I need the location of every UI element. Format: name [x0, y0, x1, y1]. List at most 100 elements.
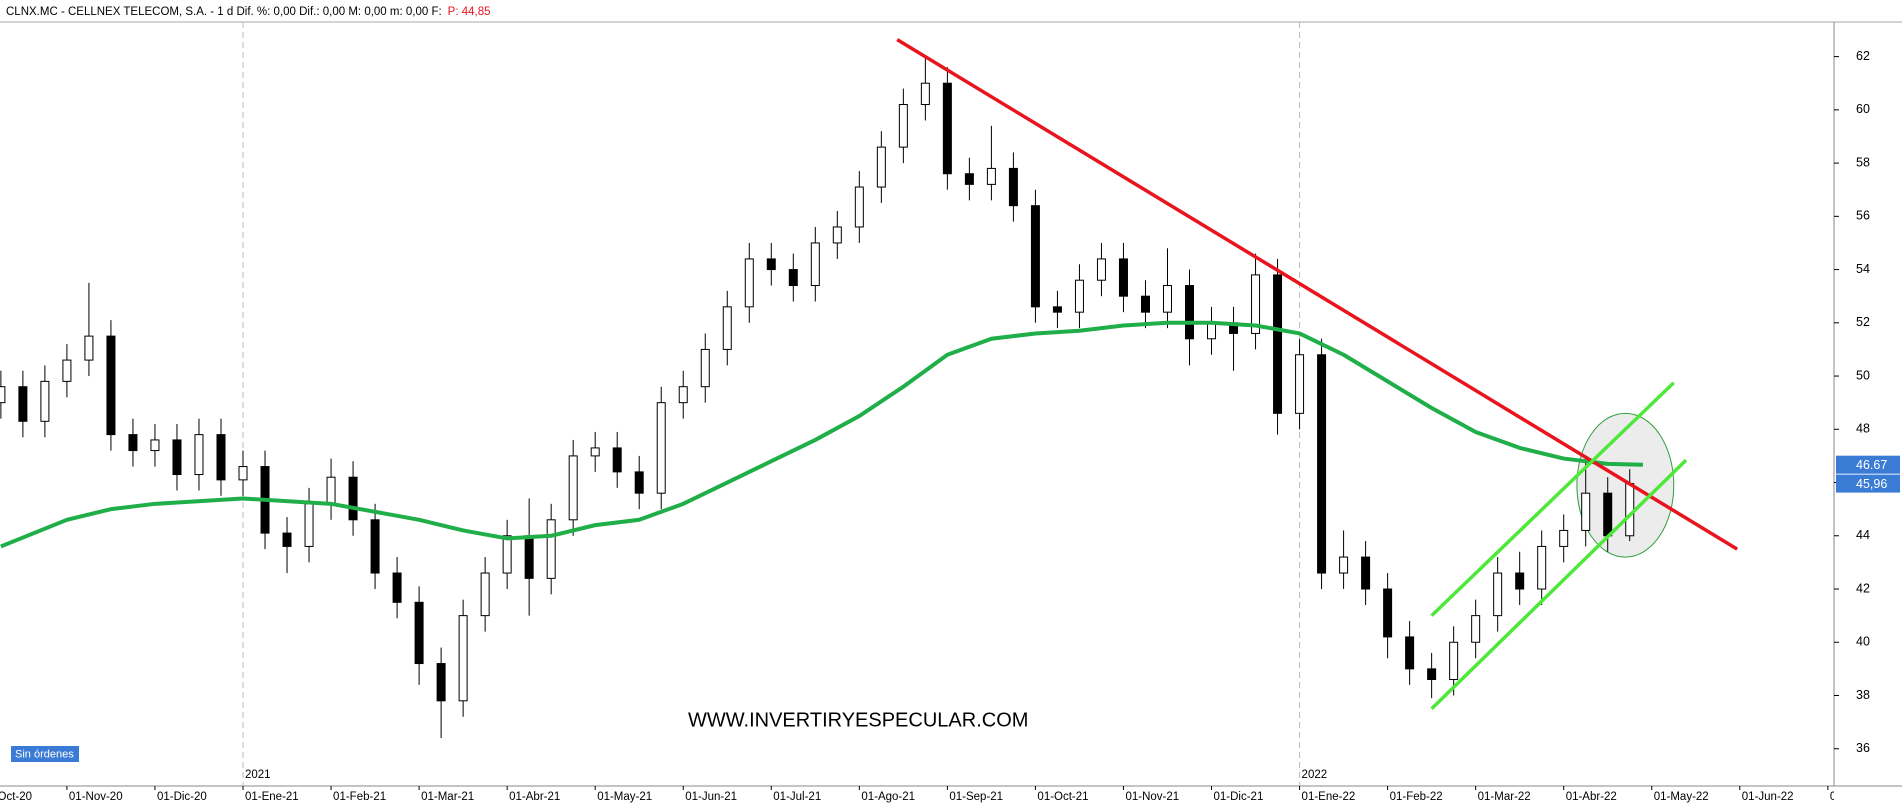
candle-body — [1515, 572, 1525, 590]
candle-body — [590, 447, 600, 457]
candle-body — [1449, 641, 1459, 681]
price-tag — [1836, 455, 1900, 474]
price-tag-label: 46.67 — [1856, 458, 1887, 472]
y-tick-label: 36 — [1856, 741, 1870, 755]
candle-body — [656, 402, 666, 494]
candle-body — [1427, 668, 1437, 681]
candle-body — [480, 572, 490, 617]
candle-body — [1295, 354, 1305, 414]
candle-body — [1383, 588, 1393, 638]
candle-body — [1625, 483, 1635, 537]
x-tick-label: 01-Ene-21 — [245, 791, 299, 803]
x-tick-label: 01-Nov-21 — [1125, 791, 1179, 803]
x-tick-label: 01-Jul-22 — [1830, 791, 1878, 803]
candle-body — [568, 455, 578, 521]
x-axis: 01-Oct-20 01-Nov-20 01-Dic-20 01-Ene-21 01-F… — [0, 786, 1878, 803]
candle-body — [1493, 572, 1503, 617]
candle-body — [612, 447, 622, 473]
candle-body — [700, 348, 710, 388]
y-tick-label: 54 — [1856, 262, 1870, 276]
price-tag-label: 45,96 — [1856, 477, 1887, 491]
header: CLNX.MC - CELLNEX TELECOM, S.A. - 1 d Di… — [6, 6, 491, 18]
header-text: CLNX.MC - CELLNEX TELECOM, S.A. - 1 d Di… — [6, 6, 442, 18]
candle-body — [18, 386, 28, 422]
candle-body — [414, 601, 424, 665]
y-tick-label: 42 — [1856, 581, 1870, 595]
candle-body — [1008, 167, 1018, 207]
candle-body — [436, 663, 446, 702]
candle-body — [546, 519, 556, 579]
y-tick-label: 56 — [1856, 209, 1870, 223]
candle-body — [392, 572, 402, 603]
y-tick-label: 40 — [1856, 635, 1870, 649]
candle-body — [1251, 274, 1261, 334]
x-tick-label: 01-May-22 — [1654, 791, 1709, 803]
candle-body — [722, 306, 732, 350]
trendline — [896, 38, 1739, 551]
candle-body — [854, 186, 864, 228]
candle-body — [942, 82, 952, 175]
candle-body — [1537, 545, 1547, 590]
candle-body — [1118, 258, 1128, 297]
y-tick-label: 62 — [1856, 49, 1870, 63]
candle-body — [0, 386, 6, 404]
x-tick-label: 01-Dic-21 — [1214, 791, 1264, 803]
candle-body — [766, 258, 776, 271]
plot-area: 2021 2022 — [0, 22, 1739, 786]
candle-body — [678, 386, 688, 404]
x-tick-label: 01-Nov-20 — [69, 791, 123, 803]
x-tick-label: 01-Mar-22 — [1478, 791, 1531, 803]
candle-body — [964, 173, 974, 185]
candle-body — [1207, 322, 1217, 340]
price-tag — [1836, 474, 1900, 493]
year-label: 2022 — [1302, 769, 1328, 781]
candle-body — [1317, 354, 1327, 574]
candle-body — [1405, 636, 1415, 670]
candle-body — [128, 434, 138, 452]
orders-label[interactable]: Sin órdenes — [15, 748, 74, 760]
x-tick-label: 01-Dic-20 — [157, 791, 207, 803]
candle-body — [216, 434, 226, 481]
x-tick-label: 01-Jul-21 — [773, 791, 821, 803]
candle-body — [282, 532, 292, 547]
candle-body — [370, 519, 380, 574]
candle-body — [238, 466, 248, 481]
candle-body — [788, 269, 798, 287]
candle-body — [348, 476, 358, 521]
x-tick-label: 01-May-21 — [597, 791, 652, 803]
candle-body — [1096, 258, 1106, 281]
candle-body — [1030, 205, 1040, 308]
trendline — [1430, 381, 1675, 617]
x-tick-label: 01-Feb-21 — [333, 791, 386, 803]
y-tick-label: 58 — [1856, 155, 1870, 169]
y-tick-label: 60 — [1856, 102, 1870, 116]
y-tick-label: 48 — [1856, 422, 1870, 436]
x-tick-label: 01-Jun-22 — [1742, 791, 1794, 803]
candle-body — [106, 335, 116, 436]
candle-body — [810, 242, 820, 287]
x-tick-label: 01-Oct-20 — [0, 791, 32, 803]
orders-box[interactable] — [11, 746, 79, 762]
candle-body — [634, 471, 644, 494]
x-tick-label: 01-Feb-22 — [1390, 791, 1443, 803]
x-tick-label: 01-Oct-21 — [1037, 791, 1088, 803]
candle-body — [84, 335, 94, 361]
candle-body — [524, 535, 534, 579]
candle-body — [1140, 295, 1150, 313]
candle-body — [1361, 556, 1371, 590]
candle-body — [502, 535, 512, 574]
year-label: 2021 — [245, 769, 271, 781]
candle-body — [744, 258, 754, 308]
candle-body — [898, 104, 908, 148]
candle-body — [62, 359, 72, 382]
y-tick-label: 52 — [1856, 315, 1870, 329]
candle-body — [1052, 306, 1062, 313]
candle-body — [876, 146, 886, 188]
x-tick-label: 01-Ene-22 — [1302, 791, 1356, 803]
candle-body — [1273, 274, 1283, 414]
candle-body — [172, 439, 182, 476]
y-tick-label: 50 — [1856, 368, 1870, 382]
candle-body — [1471, 615, 1481, 643]
